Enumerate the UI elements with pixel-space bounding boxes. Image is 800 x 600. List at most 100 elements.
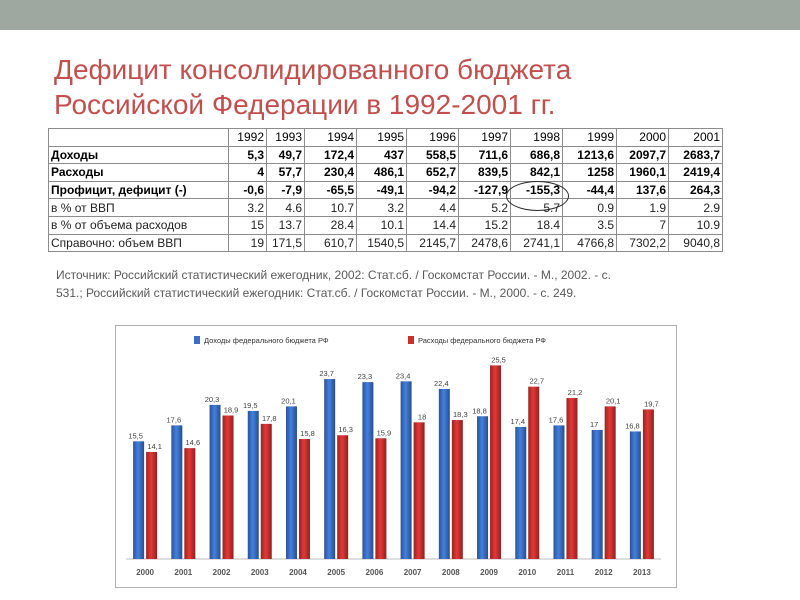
data-label: 17,6 xyxy=(167,415,182,424)
table-cell: 230,4 xyxy=(304,163,357,182)
bar-revenue xyxy=(477,416,489,559)
x-tick-label: 2001 xyxy=(174,568,192,577)
table-cell: 3.2 xyxy=(356,198,407,217)
table-cell: 10.9 xyxy=(668,215,723,235)
bar-expenditure xyxy=(604,406,616,559)
table-cell: 486,1 xyxy=(356,163,407,182)
bar-expenditure xyxy=(490,365,502,559)
bar-revenue xyxy=(400,381,412,559)
bar-expenditure xyxy=(337,435,349,559)
source-note: Источник: Российский статистический ежег… xyxy=(56,268,611,300)
data-label: 23,4 xyxy=(396,371,411,380)
x-tick-label: 2006 xyxy=(365,568,383,577)
table-cell: 1213,6 xyxy=(562,145,617,165)
table-cell: 3.2 xyxy=(228,198,267,217)
table-cell: 171,5 xyxy=(266,233,305,253)
table-cell: -7,9 xyxy=(266,180,305,200)
budget-bar-chart: Доходы федерального бюджета РФ Расходы фе… xyxy=(115,325,677,588)
data-label: 15,8 xyxy=(300,429,315,438)
table-cell: 1.9 xyxy=(616,198,669,217)
table-cell: 711,6 xyxy=(458,145,511,165)
slide-title-line-1: Дефицит консолидированного бюджета xyxy=(54,54,572,85)
bar-expenditure xyxy=(413,422,425,559)
x-tick-label: 2008 xyxy=(442,568,460,577)
table-cell: 5,3 xyxy=(228,145,267,165)
data-label: 14,6 xyxy=(186,438,201,447)
table-cell: 7 xyxy=(616,215,669,235)
data-label: 15,5 xyxy=(128,431,143,440)
bar-expenditure xyxy=(222,415,234,559)
table-cell: 686,8 xyxy=(510,145,563,165)
table-cell: 28.4 xyxy=(304,215,357,235)
data-label: 15,9 xyxy=(377,428,392,437)
bar-revenue xyxy=(591,429,603,559)
table-cell: 2.9 xyxy=(668,198,723,217)
table-header-year: 1995 xyxy=(356,128,407,147)
table-cell: 5.2 xyxy=(458,198,511,217)
table-row-label: Справочно: объем ВВП xyxy=(48,233,229,253)
bar-revenue xyxy=(133,441,145,559)
table-cell: 1258 xyxy=(562,163,617,182)
x-tick-label: 2004 xyxy=(289,568,307,577)
data-label: 25,5 xyxy=(491,355,506,364)
table-header-year: 2000 xyxy=(616,128,669,147)
table-cell: 49,7 xyxy=(266,145,305,165)
x-tick-label: 2005 xyxy=(327,568,345,577)
bar-expenditure xyxy=(451,420,463,559)
table-cell: -0,6 xyxy=(228,180,267,200)
data-label: 23,3 xyxy=(358,372,373,381)
data-label: 18,3 xyxy=(453,410,468,419)
data-label: 17,8 xyxy=(262,414,277,423)
table-cell: 437 xyxy=(356,145,407,165)
x-tick-label: 2000 xyxy=(136,568,154,577)
x-tick-label: 2009 xyxy=(480,568,498,577)
data-label: 18,9 xyxy=(224,406,239,415)
bar-revenue xyxy=(171,425,183,559)
x-tick-label: 2007 xyxy=(404,568,422,577)
x-tick-label: 2003 xyxy=(251,568,269,577)
bar-revenue xyxy=(209,404,221,559)
table-cell: -49,1 xyxy=(356,180,407,200)
table-row-label: Профицит, дефицит (-) xyxy=(48,180,229,200)
table-cell: 1960,1 xyxy=(616,163,669,182)
data-label: 19,5 xyxy=(243,401,258,410)
table-row-label: Доходы xyxy=(48,145,229,165)
x-tick-label: 2010 xyxy=(518,568,536,577)
table-cell: 4.6 xyxy=(266,198,305,217)
table-cell: 10.1 xyxy=(356,215,407,235)
table-cell: 10.7 xyxy=(304,198,357,217)
bar-expenditure xyxy=(260,423,272,559)
table-row-label: Расходы xyxy=(48,163,229,182)
budget-table: 1992 1993 1994 1995 1996 1997 1998 1999 … xyxy=(48,128,723,253)
table-row: в % от ВВП 3.2 4.6 10.7 3.2 4.4 5.2 5.7 0.9 1.9 2.… xyxy=(48,198,723,217)
table-header-row: 1992 1993 1994 1995 1996 1997 1998 1999 … xyxy=(48,128,723,147)
table-header-year: 1998 xyxy=(510,128,563,147)
table-cell: 0.9 xyxy=(562,198,617,217)
bar-expenditure xyxy=(566,398,578,559)
table-cell: 842,1 xyxy=(510,163,563,182)
table-row: Расходы 4 57,7 230,4 486,1 652,7 839,5 842,1 125… xyxy=(48,163,723,182)
chart-canvas: Доходы федерального бюджета РФ Расходы фе… xyxy=(126,336,661,577)
table-header-year: 2001 xyxy=(668,128,723,147)
table-cell: 3.5 xyxy=(562,215,617,235)
bar-revenue xyxy=(629,431,641,559)
table-cell: 19 xyxy=(228,233,267,253)
legend-label: Расходы федерального бюджета РФ xyxy=(418,336,546,345)
bar-revenue xyxy=(515,426,527,559)
table-cell: 839,5 xyxy=(458,163,511,182)
x-tick-label: 2013 xyxy=(633,568,651,577)
bar-expenditure xyxy=(642,409,654,559)
x-tick-label: 2012 xyxy=(595,568,613,577)
table-header-year: 1997 xyxy=(458,128,511,147)
table-cell: 2478,6 xyxy=(458,233,511,253)
table-row: Доходы 5,3 49,7 172,4 437 558,5 711,6 686,8 1213… xyxy=(48,145,723,165)
table-cell: 264,3 xyxy=(668,180,723,200)
table-row: Профицит, дефицит (-) -0,6 -7,9 -65,5 -49,1-… xyxy=(48,180,723,200)
bar-revenue xyxy=(438,388,450,559)
table-cell: -44,4 xyxy=(562,180,617,200)
table-cell: -127,9 xyxy=(458,180,511,200)
data-label: 14,1 xyxy=(147,442,162,451)
deficit-1998-highlight xyxy=(506,181,569,211)
table-cell: 2683,7 xyxy=(668,145,723,165)
table-cell: 2145,7 xyxy=(406,233,459,253)
